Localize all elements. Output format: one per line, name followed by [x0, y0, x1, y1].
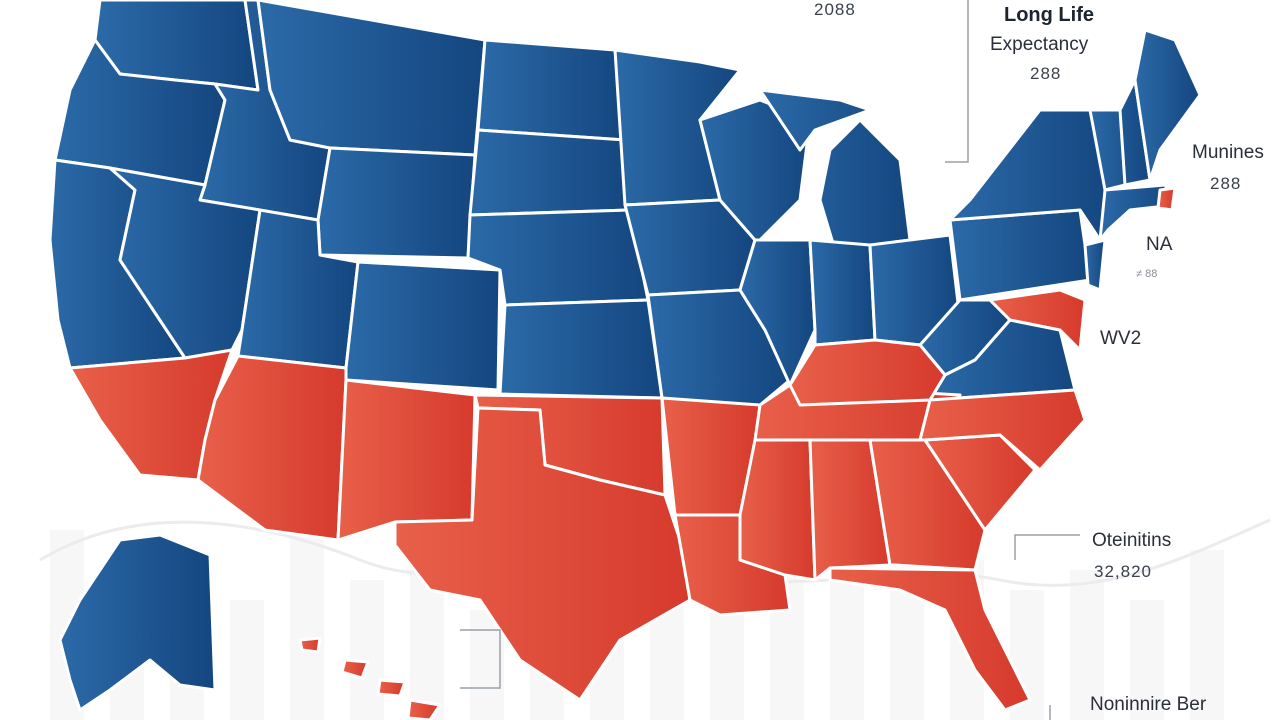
top-number-label: 2088: [814, 0, 856, 19]
background-bar: [710, 600, 744, 720]
state-indiana[interactable]: [808, 238, 877, 347]
southeast-leader-line: [1014, 534, 1080, 560]
state-kentucky[interactable]: [788, 338, 947, 407]
state-wyoming[interactable]: [316, 146, 477, 260]
bottom-region-label: Noninnire Ber: [1090, 694, 1207, 715]
state-arizona[interactable]: [196, 354, 348, 542]
state-mississippi[interactable]: [738, 438, 817, 582]
southeast-region-value: 32,820: [1094, 562, 1152, 581]
state-south-dakota[interactable]: [468, 128, 632, 217]
high-expectancy-states: [48, 0, 1202, 712]
background-bar: [230, 600, 264, 720]
small-note-label: ≠ 88: [1136, 268, 1158, 280]
state-north-carolina[interactable]: [918, 388, 1087, 472]
state-florida[interactable]: [828, 566, 1032, 712]
map-title-line2: Expectancy: [990, 34, 1089, 55]
state-texas[interactable]: [393, 406, 692, 702]
background-bar: [350, 580, 384, 720]
state-kansas[interactable]: [498, 298, 664, 400]
map-title-line1: Long Life: [1004, 4, 1094, 26]
state-new-jersey[interactable]: [1083, 238, 1107, 292]
map-title-value: 288: [1030, 64, 1062, 83]
state-nevada[interactable]: [108, 166, 262, 360]
state-colorado[interactable]: [344, 260, 502, 392]
state-montana[interactable]: [256, 0, 487, 157]
background-bar: [290, 520, 324, 720]
state-maine[interactable]: [1133, 28, 1202, 182]
background-bar: [1190, 550, 1224, 720]
gulf-leader-line: [460, 629, 501, 689]
state-hawaii[interactable]: [298, 636, 442, 720]
background-bar: [1130, 600, 1164, 720]
title-leader-line: [945, 0, 969, 163]
wv-label: WV2: [1100, 328, 1142, 349]
low-expectancy-states: [68, 186, 1177, 720]
state-new-mexico[interactable]: [336, 378, 477, 542]
background-bar: [830, 580, 864, 720]
background-bar: [1070, 570, 1104, 720]
state-pennsylvania[interactable]: [948, 208, 1092, 302]
state-alaska[interactable]: [58, 533, 217, 712]
state-north-dakota[interactable]: [476, 38, 627, 142]
na-label: NA: [1146, 234, 1173, 255]
southeast-region-name: Oteinitins: [1092, 530, 1172, 551]
northeast-region-name: Munines: [1192, 142, 1264, 163]
northeast-region-value: 288: [1210, 174, 1242, 193]
state-rhode-island[interactable]: [1156, 186, 1177, 212]
state-maryland-delaware[interactable]: [988, 288, 1087, 352]
